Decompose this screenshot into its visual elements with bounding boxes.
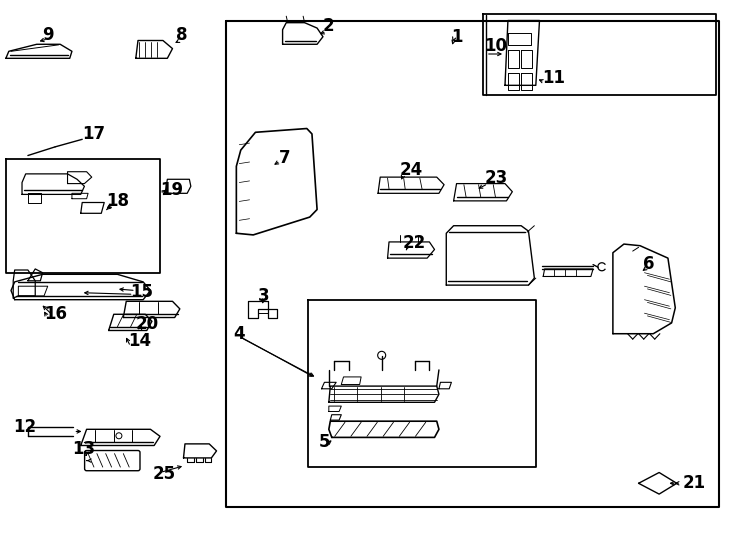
Text: 2: 2: [323, 17, 335, 35]
Text: 8: 8: [176, 26, 188, 44]
Text: 1: 1: [451, 28, 463, 46]
Text: 21: 21: [683, 474, 706, 492]
Text: 17: 17: [82, 125, 106, 143]
Text: 23: 23: [484, 169, 508, 187]
Text: 20: 20: [136, 315, 159, 333]
Text: 5: 5: [319, 433, 330, 451]
Text: 22: 22: [402, 234, 426, 252]
FancyBboxPatch shape: [84, 450, 140, 471]
Text: 10: 10: [484, 37, 507, 55]
Text: 13: 13: [72, 440, 95, 458]
Text: 4: 4: [233, 325, 245, 343]
Text: 14: 14: [128, 332, 152, 350]
Text: 11: 11: [542, 69, 564, 87]
Text: 6: 6: [643, 254, 655, 273]
Text: 24: 24: [400, 161, 424, 179]
Text: 3: 3: [258, 287, 270, 305]
Text: 12: 12: [13, 417, 37, 436]
Text: 15: 15: [131, 282, 153, 301]
Text: 16: 16: [44, 305, 67, 323]
Text: 18: 18: [106, 192, 129, 210]
Text: 7: 7: [279, 148, 291, 167]
Text: 9: 9: [42, 26, 54, 44]
Text: 25: 25: [153, 465, 176, 483]
Text: 19: 19: [160, 181, 184, 199]
